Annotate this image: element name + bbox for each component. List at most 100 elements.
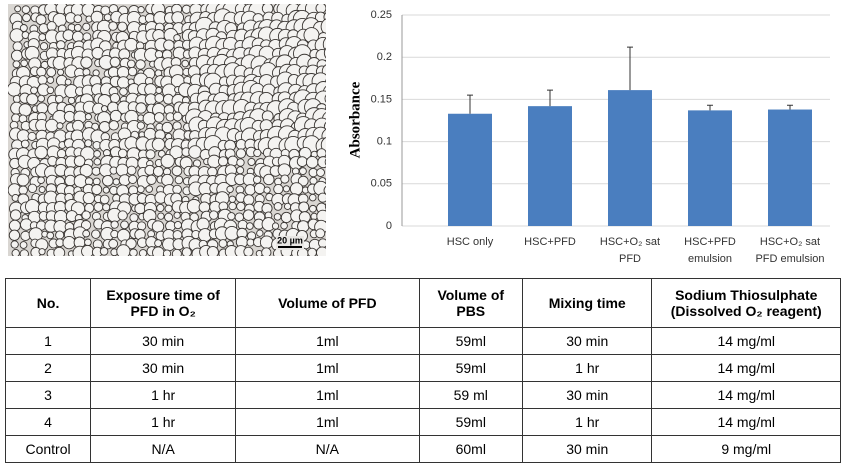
droplet [136,121,145,130]
table-cell: 9 mg/ml [651,435,841,463]
y-tick-label: 0.15 [371,93,392,105]
table-row: 1 30 min 1ml 59ml 30 min 14 mg/ml [4,327,841,355]
droplet [315,228,326,239]
droplet [126,165,137,176]
table-cell: 1 hr [90,381,237,409]
table-cell: 1ml [235,381,420,409]
droplet [316,168,325,177]
chart: Absorbance 0 0.05 0.1 0.15 0.2 0.25 HSC only HS… [347,9,830,265]
table-cell: 2 [4,354,92,382]
droplet [84,113,92,121]
table-cell: 1 hr [90,408,237,436]
table-cell: 14 mg/ml [651,408,841,436]
droplet [324,158,326,166]
droplet [81,210,91,220]
droplet [46,231,55,240]
droplet [299,167,307,175]
table-cell: 3 [4,381,92,409]
y-tick-label: 0 [386,220,392,232]
droplet [82,22,91,31]
droplet [263,186,271,194]
droplet [12,60,21,69]
table-cell: 1 [4,327,92,355]
y-axis-label: Absorbance [347,81,363,158]
x-tick-label: HSC+O₂ sat [600,236,660,248]
droplet [261,247,272,256]
droplet [56,122,64,130]
bar [528,106,572,226]
droplet [46,86,55,95]
droplet [324,94,326,103]
table-cell: 59ml [418,327,523,355]
droplet [174,175,184,185]
droplet [125,238,137,250]
bar [448,113,492,226]
droplet [161,121,174,134]
droplet [297,175,309,187]
droplet [67,96,76,105]
scale-label: 20 µm [277,235,303,245]
header-cell: No. [4,278,92,328]
droplet [91,184,103,195]
y-tick-label: 0.05 [371,178,392,190]
droplet [242,209,255,221]
header-cell: Volume of PBS [418,278,523,328]
table-cell: 30 min [521,381,653,409]
droplet [171,248,182,256]
droplet [53,246,66,256]
droplet [273,202,283,211]
table-cell: 1 hr [521,408,653,436]
droplet [117,210,128,221]
micrograph: 20 µm [8,4,326,256]
droplet [181,59,190,68]
droplet [82,229,91,238]
header-cell: Volume of PFD [235,278,420,328]
table-cell: 59ml [418,408,523,436]
y-tick-label: 0.25 [371,9,392,21]
droplet [226,185,234,194]
droplet [308,193,317,202]
droplet [38,186,46,193]
y-tick-label: 0.1 [377,136,392,148]
droplet [162,249,172,256]
table-cell: 14 mg/ml [651,381,841,409]
droplet [235,148,247,159]
droplet [172,111,183,122]
droplet [263,173,275,186]
table-cell: 1ml [235,327,420,355]
droplet [127,66,138,77]
droplet [317,192,326,203]
droplet [136,185,145,194]
droplet [173,211,181,219]
droplet [19,241,28,249]
droplet [181,247,192,256]
table-cell: N/A [235,435,420,463]
droplet [171,165,183,177]
droplet [156,203,165,213]
droplet [120,220,129,230]
x-tick-label: HSC+O₂ sat [760,236,820,248]
droplet [19,249,29,256]
header-cell: Sodium Thiosulphate (Dissolved O₂ reagen… [651,278,841,328]
droplet [146,174,157,185]
droplet [256,229,264,237]
error-bar [547,89,553,107]
droplet [37,176,45,185]
droplet [108,120,119,131]
droplet [324,202,326,210]
table-cell: 1ml [235,408,420,436]
bar [688,110,732,226]
droplet [91,229,101,239]
droplet [39,42,49,51]
x-tick-label: HSC only [447,236,494,248]
droplet [317,156,326,169]
droplet [153,112,165,123]
table-row: 2 30 min 1ml 59ml 1 hr 14 mg/ml [4,354,841,382]
error-bar [707,104,713,111]
droplet [145,185,153,193]
droplet [137,5,145,14]
droplet [280,221,288,230]
x-tick-label: emulsion [688,253,732,265]
table-cell: 30 min [521,435,653,463]
